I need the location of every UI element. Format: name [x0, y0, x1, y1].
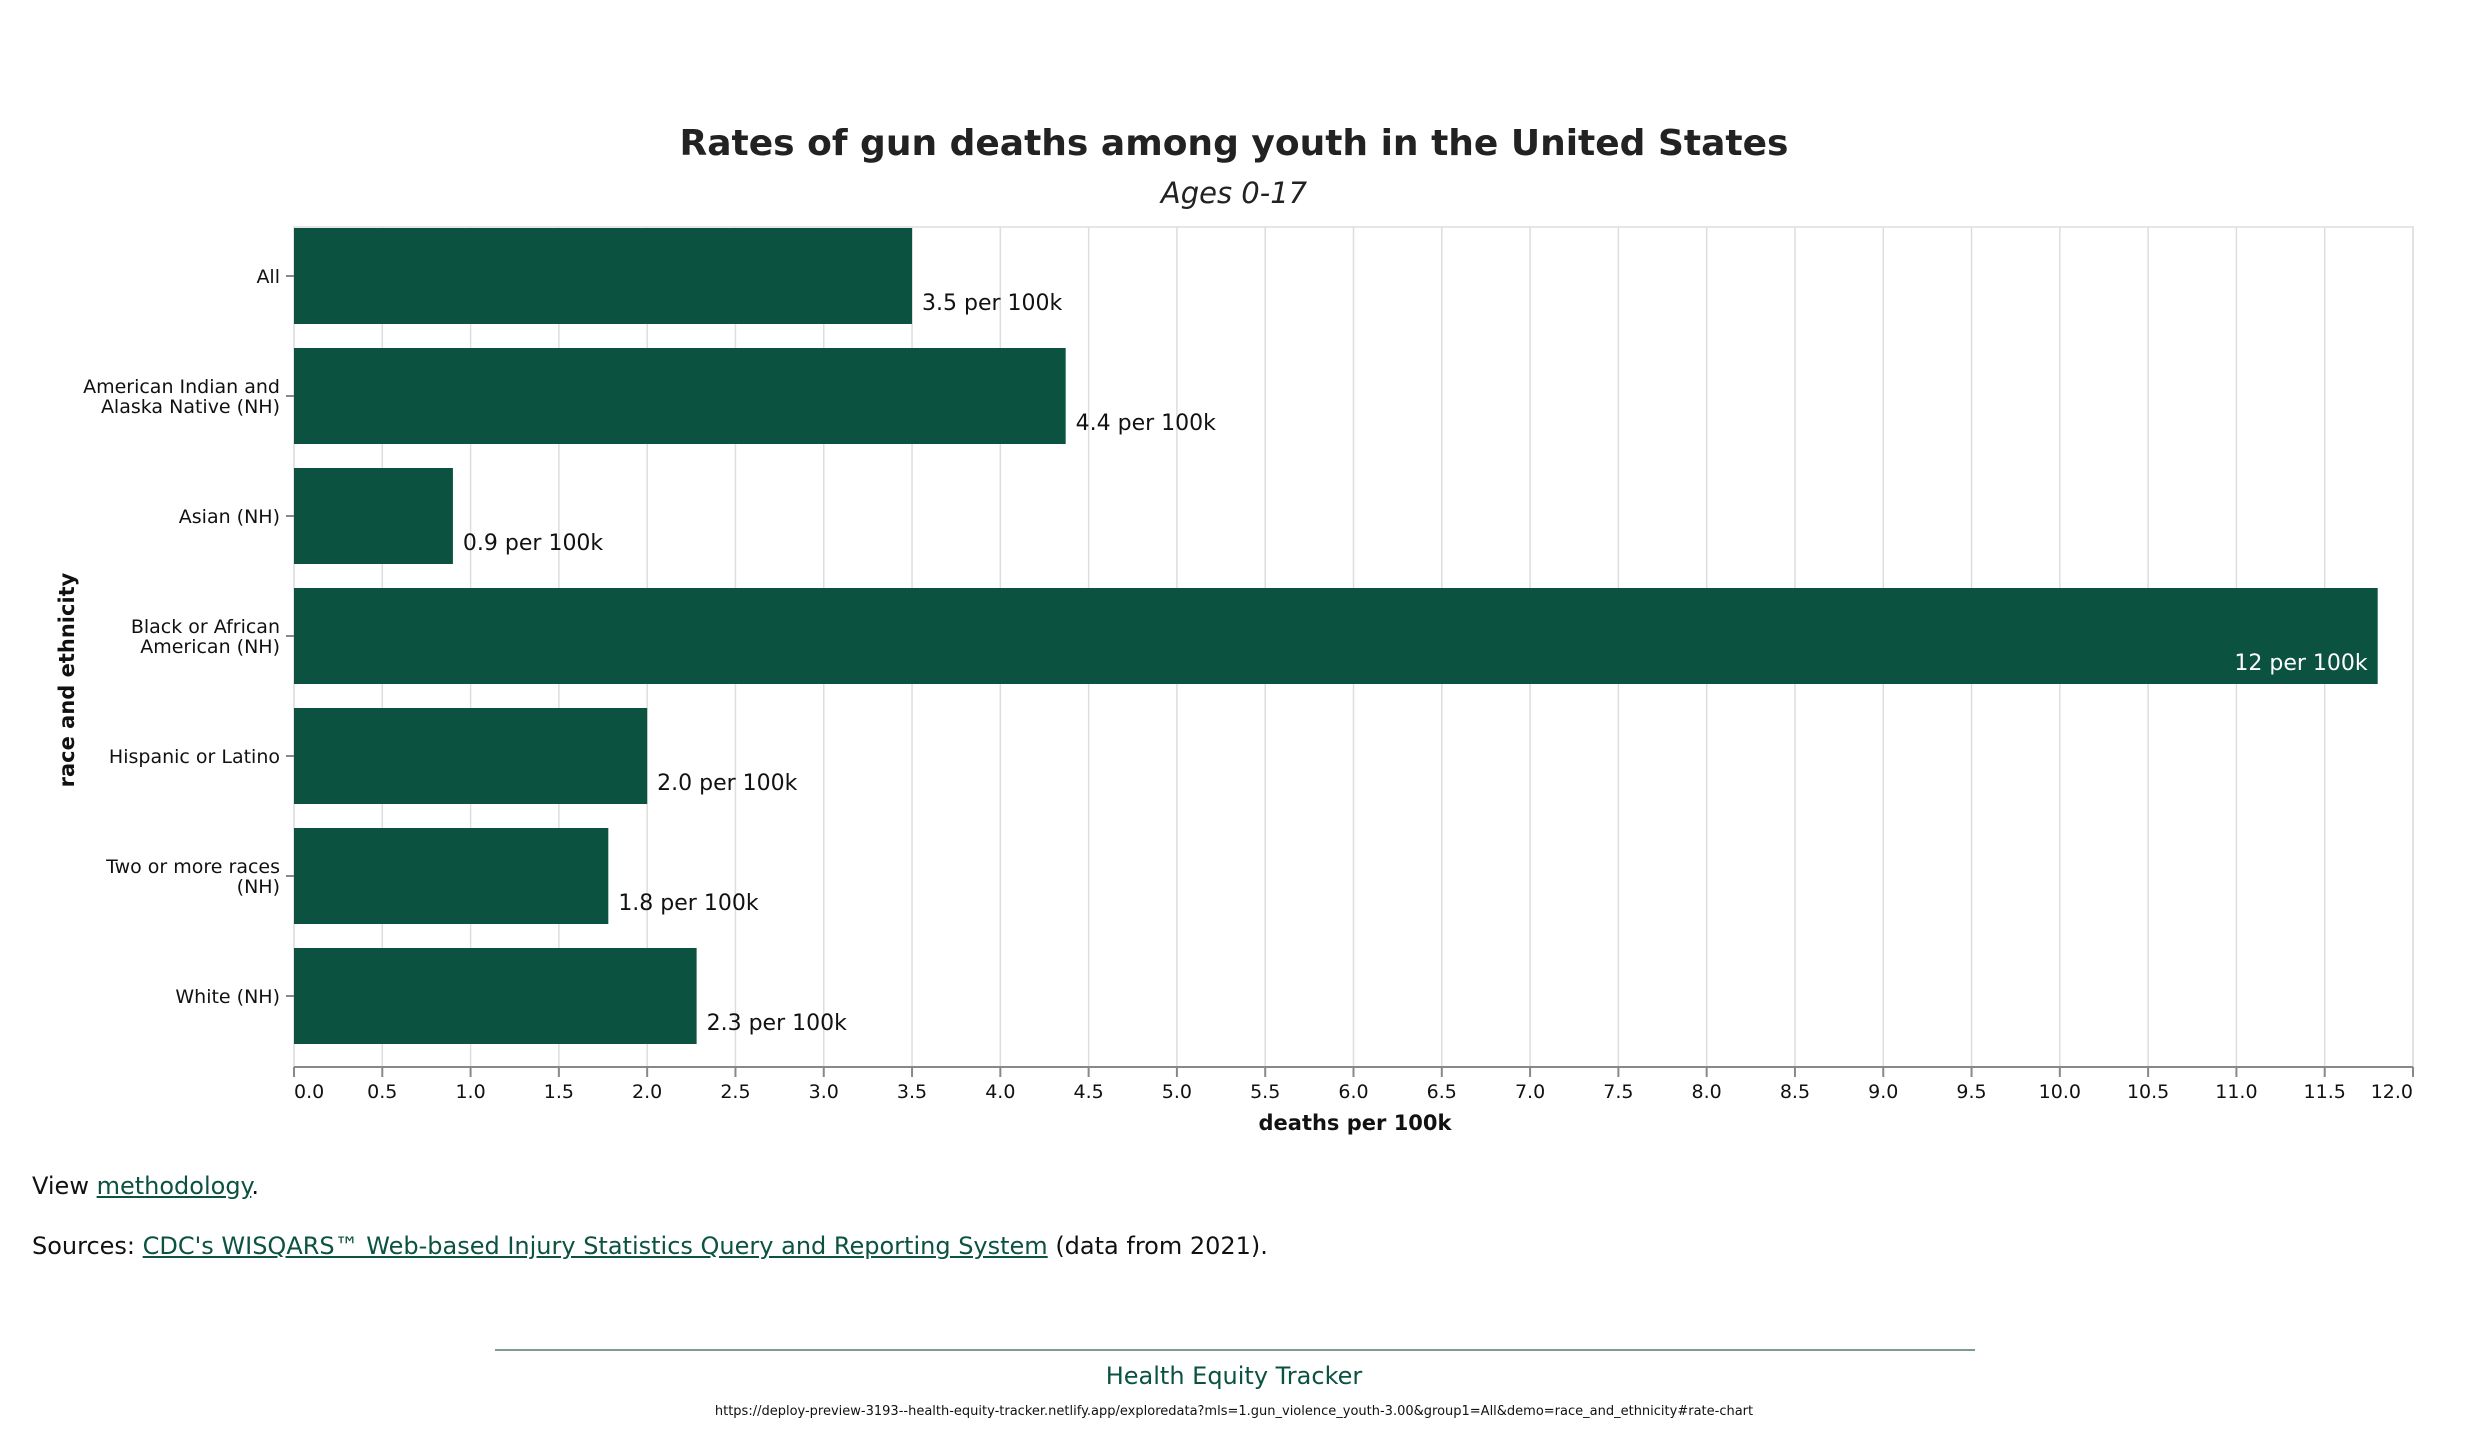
category-label: Asian (NH) [179, 506, 280, 528]
x-tick-label: 7.0 [1515, 1081, 1545, 1103]
x-tick-label: 5.0 [1162, 1081, 1192, 1103]
bar-value-label: 1.8 per 100k [618, 891, 759, 916]
x-tick-label: 10.0 [2039, 1081, 2081, 1103]
category-label: American Indian and [83, 376, 280, 398]
x-tick-label: 8.5 [1780, 1081, 1810, 1103]
x-tick-label: 6.0 [1338, 1081, 1368, 1103]
y-axis-title: race and ethnicity [55, 572, 79, 787]
bar [294, 228, 913, 324]
category-label: American (NH) [140, 636, 280, 658]
bar-value-label: 12 per 100k [2234, 651, 2368, 676]
x-tick-label: 11.0 [2215, 1081, 2257, 1103]
x-tick-label: 5.5 [1250, 1081, 1280, 1103]
x-tick-label: 4.0 [985, 1081, 1015, 1103]
x-tick-label: 1.0 [455, 1081, 485, 1103]
bar [294, 708, 648, 804]
sources-suffix: (data from 2021). [1047, 1232, 1268, 1260]
bar-value-label: 3.5 per 100k [922, 291, 1063, 316]
x-tick-label: 9.0 [1868, 1081, 1898, 1103]
x-tick-label: 3.5 [897, 1081, 927, 1103]
x-tick-label: 10.5 [2127, 1081, 2169, 1103]
x-tick-label: 6.5 [1427, 1081, 1457, 1103]
category-label: Two or more races [105, 856, 280, 878]
category-label: (NH) [237, 876, 280, 898]
methodology-link[interactable]: methodology [96, 1172, 252, 1200]
category-label: White (NH) [175, 986, 280, 1008]
chart-title: Rates of gun deaths among youth in the U… [680, 123, 1789, 164]
bar-value-label: 2.3 per 100k [707, 1011, 848, 1036]
sources-prefix: Sources: [32, 1232, 143, 1260]
x-tick-label: 2.0 [632, 1081, 662, 1103]
x-tick-label: 0.5 [367, 1081, 397, 1103]
bar [294, 468, 453, 564]
x-tick-label: 9.5 [1956, 1081, 1986, 1103]
category-label: Alaska Native (NH) [101, 396, 280, 418]
footer-divider [495, 1349, 1975, 1351]
sources-link[interactable]: CDC's WISQARS™ Web-based Injury Statisti… [142, 1232, 1048, 1260]
x-axis-title: deaths per 100k [1259, 1111, 1453, 1135]
x-tick-label: 7.5 [1603, 1081, 1633, 1103]
methodology-note: View methodology. [32, 1172, 259, 1200]
x-axis: 0.0 0.5 1.0 1.5 2.0 2.5 3.0 3.5 4.0 4.5 5.0 5.5 6.0 6… [293, 1066, 2414, 1103]
x-tick-label: 3.0 [809, 1081, 839, 1103]
page-url: https://deploy-preview-3193--health-equi… [714, 1404, 1754, 1419]
category-label: Black or African [131, 616, 280, 638]
x-tick-label: 8.0 [1692, 1081, 1722, 1103]
x-tick-label: 4.5 [1074, 1081, 1104, 1103]
value-labels: 3.5 per 100k 4.4 per 100k 0.9 per 100k 12 p… [463, 291, 2368, 1036]
bar [294, 948, 697, 1044]
x-tick-label: 11.5 [2304, 1081, 2346, 1103]
sources-note: Sources: CDC's WISQARS™ Web-based Injury… [32, 1232, 1268, 1260]
bar-value-label: 4.4 per 100k [1076, 411, 1217, 436]
x-tick-label: 1.5 [544, 1081, 574, 1103]
bar-value-label: 2.0 per 100k [657, 771, 798, 796]
brand-name: Health Equity Tracker [1105, 1362, 1363, 1390]
methodology-suffix: . [251, 1172, 259, 1200]
category-label: Hispanic or Latino [109, 746, 280, 768]
bar [294, 348, 1066, 444]
x-tick-label: 2.5 [720, 1081, 750, 1103]
x-tick-label: 0.0 [294, 1081, 324, 1103]
category-label: All [256, 266, 280, 288]
x-tick-label: 12.0 [2371, 1081, 2413, 1103]
chart-subtitle: Ages 0-17 [1159, 176, 1308, 210]
bars [294, 228, 2378, 1044]
bar [294, 828, 609, 924]
methodology-prefix: View [32, 1172, 97, 1200]
bar-value-label: 0.9 per 100k [463, 531, 604, 556]
bar [294, 588, 2378, 684]
